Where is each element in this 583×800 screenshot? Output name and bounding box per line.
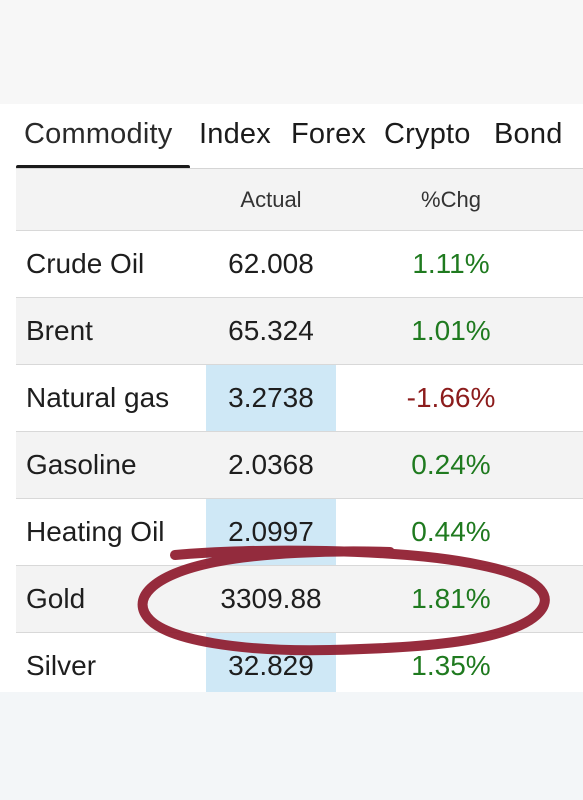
header-actual: Actual [240,186,302,212]
commodity-name: Crude Oil [26,248,145,279]
pct-change: 1.81% [411,583,491,614]
actual-value: 2.0997 [206,499,336,565]
commodity-name: Silver [26,650,97,681]
actual-value: 62.008 [228,248,314,279]
bottom-background [0,692,583,800]
pct-change: 0.44% [411,516,491,547]
commodity-name: Heating Oil [26,516,165,547]
commodity-name: Gasoline [26,449,137,480]
actual-value: 3309.88 [220,583,322,614]
commodity-name: Natural gas [26,382,170,413]
table-row[interactable]: Gold 3309.88 1.81% [16,566,583,633]
tab-forex[interactable]: Forex [291,118,367,150]
header-pct-change: %Chg [421,186,481,212]
table-row[interactable]: Heating Oil 2.0997 0.44% [16,499,583,566]
table-header-row: Actual %Chg [16,169,583,231]
pct-change: -1.66% [406,382,496,413]
commodity-name: Gold [26,583,86,614]
active-tab-indicator [16,165,190,169]
commodity-table: Actual %Chg Crude Oil 62.008 1.11% Brent… [16,169,583,699]
table-row[interactable]: Gasoline 2.0368 0.24% [16,432,583,499]
table-row[interactable]: Silver 32.829 1.35% [16,633,583,699]
pct-change: 0.24% [411,449,491,480]
tab-commodity[interactable]: Commodity [24,118,173,150]
top-background [0,0,583,104]
table-row[interactable]: Brent 65.324 1.01% [16,298,583,365]
pct-change: 1.01% [411,315,491,346]
pct-change: 1.35% [411,650,491,681]
actual-value: 2.0368 [228,449,314,480]
tab-crypto[interactable]: Crypto [384,118,471,150]
tabs-divider [16,168,583,169]
actual-value: 65.324 [228,315,314,346]
market-tabs: Commodity Index Forex Crypto Bond [0,104,583,169]
tab-bond[interactable]: Bond [494,118,563,150]
pct-change: 1.11% [412,248,490,279]
commodity-name: Brent [26,315,93,346]
table-row[interactable]: Crude Oil 62.008 1.11% [16,231,583,298]
tab-index[interactable]: Index [199,118,271,150]
actual-value: 32.829 [206,633,336,699]
actual-value: 3.2738 [206,365,336,431]
table-row[interactable]: Natural gas 3.2738 -1.66% [16,365,583,432]
